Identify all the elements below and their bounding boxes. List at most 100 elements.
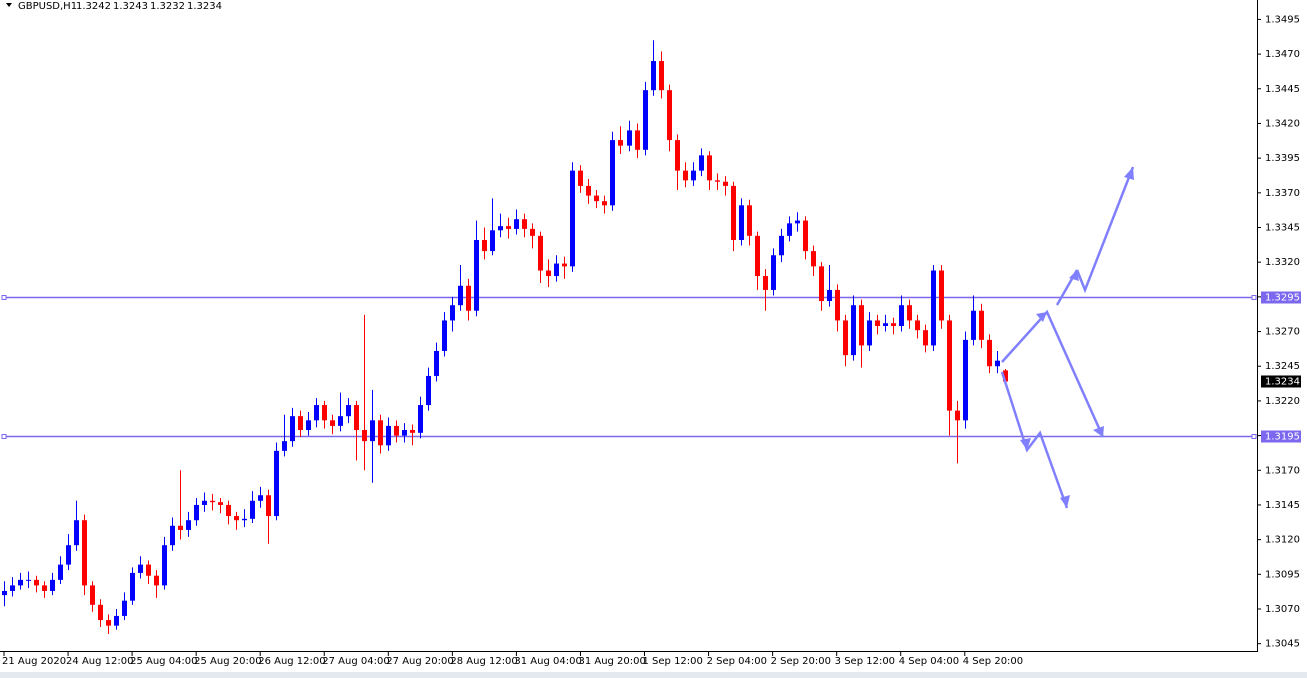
- candle-body: [442, 320, 447, 351]
- candle-body: [202, 500, 207, 505]
- y-tick-label: 1.3045: [1265, 639, 1300, 650]
- candle-body: [194, 504, 199, 521]
- candle-body: [370, 420, 375, 442]
- candle-body: [498, 226, 503, 231]
- x-tick-label: 31 Aug 04:00: [514, 656, 581, 667]
- header-value: 1.3232: [150, 1, 185, 12]
- candle-body: [699, 155, 704, 171]
- candle-body: [530, 228, 535, 236]
- current-price-label: 1.3234: [1265, 376, 1300, 387]
- y-tick-label: 1.3345: [1265, 223, 1300, 234]
- y-tick-label: 1.3420: [1265, 118, 1300, 129]
- candle-body: [354, 405, 359, 431]
- arrow-head: [1020, 438, 1031, 450]
- y-tick-label: 1.3245: [1265, 361, 1300, 372]
- candle-body: [618, 140, 623, 146]
- x-tick-label: 21 Aug 2020: [2, 656, 66, 667]
- x-tick-label: 4 Sep 04:00: [899, 656, 959, 667]
- candle-body: [98, 604, 103, 621]
- candle-body: [594, 195, 599, 202]
- candle-body: [50, 579, 55, 591]
- level-anchor: [1251, 434, 1257, 439]
- arrow-heads: [1020, 167, 1134, 508]
- candle-body: [610, 140, 615, 206]
- candle-body: [338, 416, 343, 426]
- candle-body: [987, 339, 992, 367]
- symbol-title: GBPUSD,H1: [18, 1, 77, 12]
- candle-body: [963, 339, 968, 421]
- candle-body: [939, 270, 944, 321]
- x-tick-label: 26 Aug 12:00: [258, 656, 325, 667]
- level-label-box: [1261, 430, 1301, 443]
- candle-body: [42, 585, 47, 591]
- x-tick-label: 25 Aug 20:00: [194, 656, 261, 667]
- candle-body: [170, 525, 175, 546]
- candle-body: [74, 520, 79, 546]
- candle-body: [2, 590, 7, 596]
- candle-body: [867, 320, 872, 346]
- x-tick-label: 4 Sep 20:00: [963, 656, 1023, 667]
- candle-body: [739, 205, 744, 240]
- x-tick-label: 25 Aug 04:00: [130, 656, 197, 667]
- candle-body: [146, 564, 151, 576]
- candle-body: [971, 310, 976, 340]
- candle-body: [330, 420, 335, 426]
- arrow-path: [1075, 166, 1135, 294]
- candle-body: [210, 500, 215, 503]
- candle-body: [106, 620, 111, 626]
- candle-body: [578, 170, 583, 186]
- y-tick-label: 1.3220: [1265, 396, 1300, 407]
- y-tick-label: 1.3470: [1265, 49, 1300, 60]
- candle-body: [859, 305, 864, 346]
- candle-body: [1003, 370, 1008, 382]
- y-tick-label: 1.3320: [1265, 257, 1300, 268]
- level-label: 1.3295: [1265, 293, 1300, 304]
- candle-body: [458, 285, 463, 306]
- y-tick-label: 1.3120: [1265, 535, 1300, 546]
- candle-body: [482, 239, 487, 252]
- candle-body: [434, 350, 439, 376]
- candle-body: [675, 140, 680, 171]
- candle-body: [58, 564, 63, 580]
- arrow-head: [1060, 495, 1070, 508]
- candle-body: [915, 320, 920, 331]
- candle-body: [891, 323, 896, 326]
- header-value: 1.3234: [187, 1, 222, 12]
- candle-body: [130, 572, 135, 601]
- candle-body: [282, 441, 287, 451]
- candle-body: [635, 130, 640, 150]
- candle-body: [755, 235, 760, 277]
- candle-body: [827, 289, 832, 302]
- candle-body: [570, 170, 575, 267]
- arrow-head: [1124, 167, 1134, 180]
- arrow-head: [1036, 312, 1047, 322]
- candle-body: [747, 205, 752, 236]
- level-anchor: [1251, 295, 1257, 300]
- candle-body: [346, 405, 351, 417]
- candle-body: [771, 255, 776, 290]
- candle-body: [378, 420, 383, 446]
- candle-body: [731, 185, 736, 240]
- x-tick-label: 31 Aug 20:00: [578, 656, 645, 667]
- candle-body: [843, 320, 848, 356]
- candle-body: [506, 226, 511, 229]
- candle-body: [402, 430, 407, 436]
- candle-body: [779, 235, 784, 256]
- candle-body: [314, 405, 319, 421]
- header-value: 1.3242: [76, 1, 111, 12]
- x-tick-label: 2 Sep 20:00: [771, 656, 831, 667]
- y-tick-label: 1.3495: [1265, 14, 1300, 25]
- candle-body: [923, 330, 928, 346]
- arrow-head: [1069, 270, 1079, 281]
- candle-body: [851, 305, 856, 356]
- level-label-box: [1261, 291, 1301, 304]
- candle-body: [562, 263, 567, 267]
- candle-body: [450, 305, 455, 321]
- arrow-path: [1000, 371, 1069, 509]
- candle-body: [394, 425, 399, 436]
- candle-body: [683, 170, 688, 181]
- candle-body: [418, 405, 423, 433]
- arrow-head: [1093, 426, 1104, 437]
- candle-body: [410, 430, 415, 433]
